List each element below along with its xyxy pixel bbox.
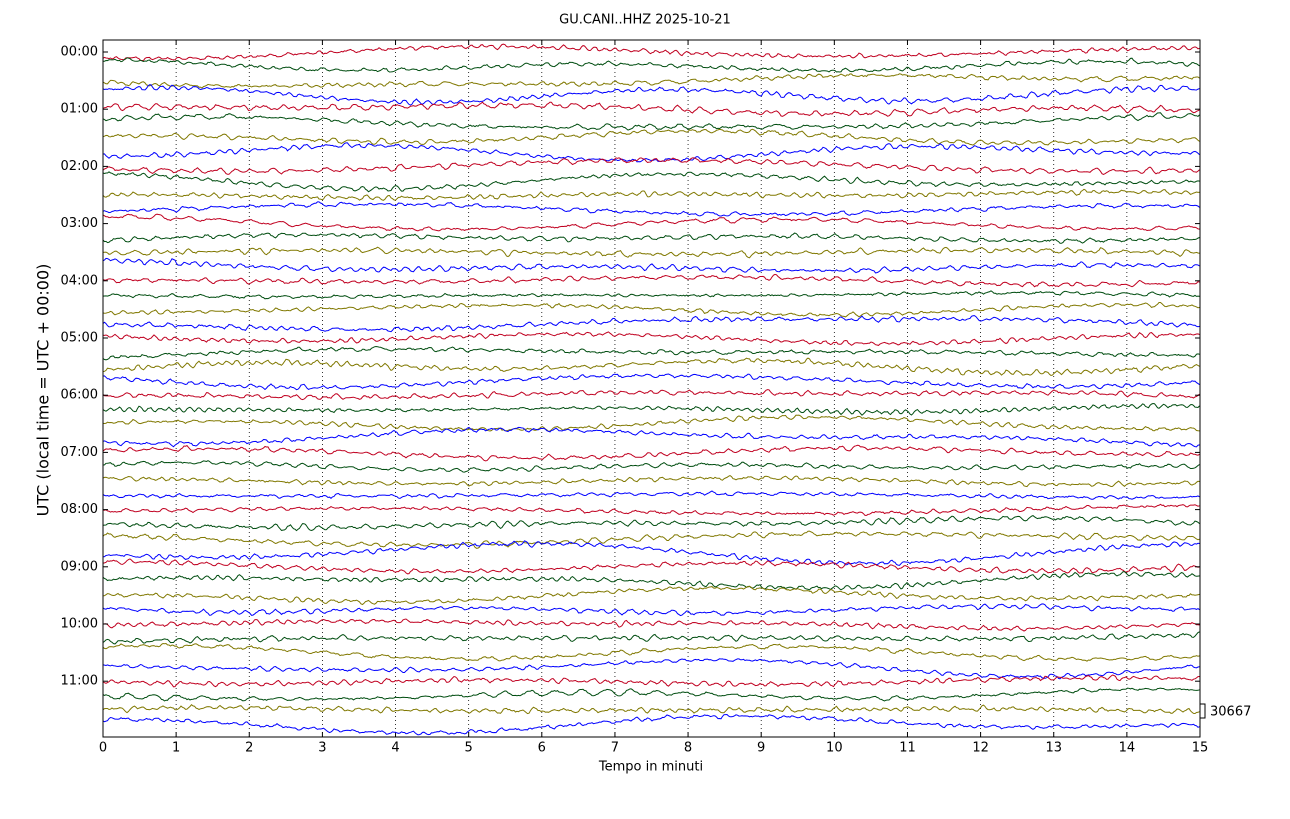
trace: [102, 515, 1200, 532]
x-tick-label: 8: [684, 741, 692, 756]
x-tick-label: 12: [972, 741, 989, 756]
trace: [102, 402, 1200, 416]
x-tick-label: 3: [318, 741, 326, 756]
y-tick-label: 07:00: [61, 445, 98, 460]
x-axis-label: Tempo in minuti: [598, 760, 703, 775]
trace: [102, 475, 1200, 488]
trace: [102, 112, 1200, 131]
x-tick-label: 0: [99, 741, 107, 756]
trace: [102, 674, 1200, 688]
trace: [102, 558, 1200, 575]
trace: [102, 213, 1200, 232]
plot-frame: [102, 39, 1201, 738]
trace: [102, 713, 1200, 736]
trace: [102, 128, 1200, 146]
trace: [102, 414, 1200, 432]
trace: [102, 642, 1200, 662]
trace: [102, 257, 1200, 274]
x-tick-label: 9: [757, 741, 765, 756]
x-tick-label: 1: [172, 741, 180, 756]
trace: [102, 73, 1200, 89]
trace: [102, 142, 1200, 163]
trace: [102, 84, 1200, 106]
x-tick-label: 11: [899, 741, 916, 756]
trace: [102, 618, 1200, 632]
trace: [102, 302, 1200, 318]
trace: [102, 585, 1200, 606]
scale-bar: [1199, 703, 1206, 719]
chart-title: GU.CANI..HHZ 2025-10-21: [559, 13, 731, 28]
trace: [102, 373, 1200, 391]
trace: [102, 687, 1200, 702]
trace: [102, 503, 1200, 516]
x-tick-label: 4: [391, 741, 399, 756]
y-tick-label: 11:00: [61, 674, 98, 689]
trace: [102, 201, 1200, 217]
x-tick-label: 2: [245, 741, 253, 756]
trace: [102, 157, 1200, 175]
scale-label: 30667: [1210, 705, 1251, 720]
trace: [102, 490, 1200, 500]
trace: [102, 426, 1200, 448]
y-tick-label: 04:00: [61, 273, 98, 288]
trace: [102, 290, 1200, 300]
trace: [102, 704, 1200, 715]
trace: [102, 603, 1200, 617]
trace: [102, 389, 1200, 401]
trace: [102, 357, 1200, 377]
x-tick-label: 5: [465, 741, 473, 756]
trace: [102, 171, 1200, 193]
trace: [102, 101, 1200, 117]
trace: [102, 273, 1200, 288]
trace: [102, 631, 1200, 645]
trace: [102, 571, 1200, 591]
trace: [102, 460, 1200, 473]
x-tick-label: 15: [1192, 741, 1209, 756]
trace: [102, 530, 1200, 549]
y-tick-label: 03:00: [61, 216, 98, 231]
trace: [102, 246, 1200, 259]
trace: [102, 658, 1200, 680]
x-tick-label: 7: [611, 741, 619, 756]
trace: [102, 43, 1200, 61]
y-tick-label: 06:00: [61, 388, 98, 403]
trace: [102, 331, 1200, 346]
y-tick-label: 08:00: [61, 502, 98, 517]
trace: [102, 444, 1200, 462]
y-tick-label: 09:00: [61, 559, 98, 574]
y-tick-label: 02:00: [61, 159, 98, 174]
y-axis-label: UTC (local time = UTC + 00:00): [34, 264, 53, 517]
x-tick-label: 13: [1045, 741, 1062, 756]
trace: [102, 188, 1200, 201]
trace: [102, 315, 1200, 333]
trace: [102, 57, 1200, 73]
y-tick-label: 05:00: [61, 331, 98, 346]
x-tick-label: 6: [538, 741, 546, 756]
trace: [102, 232, 1200, 244]
x-tick-label: 10: [826, 741, 843, 756]
y-tick-label: 01:00: [61, 102, 98, 117]
y-tick-label: 10:00: [61, 617, 98, 632]
x-tick-label: 14: [1119, 741, 1136, 756]
trace: [102, 540, 1200, 566]
y-tick-label: 00:00: [61, 45, 98, 60]
trace: [102, 345, 1200, 361]
